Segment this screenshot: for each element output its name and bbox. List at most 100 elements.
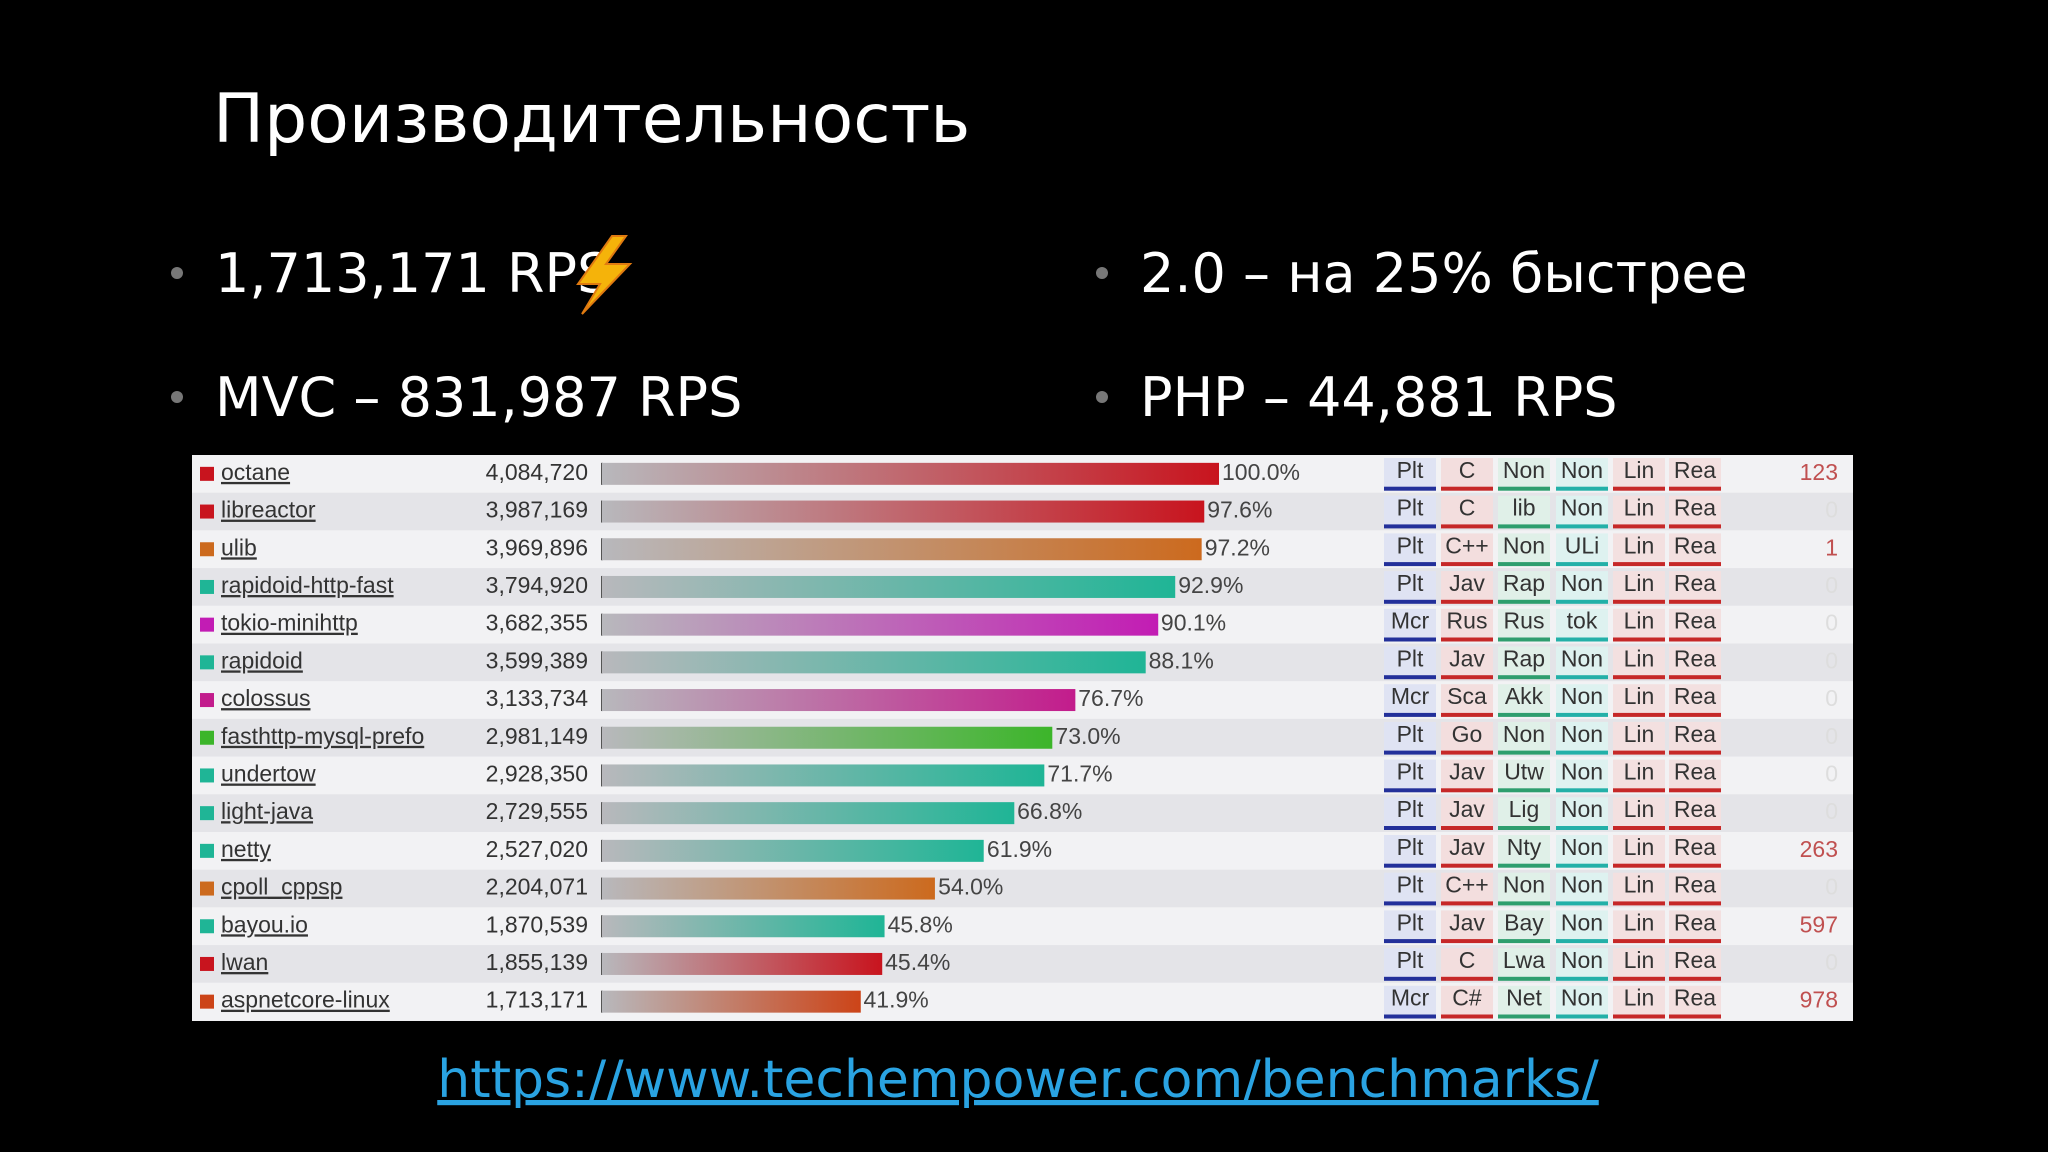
tag-cell <box>1384 458 1436 490</box>
tag-cell <box>1498 759 1550 792</box>
tag-cell <box>1441 721 1493 754</box>
error-count: 0 <box>1825 949 1838 975</box>
tag-label: Lin <box>1624 645 1655 671</box>
tag-label: Lin <box>1624 457 1655 483</box>
tag-cell <box>1613 910 1665 943</box>
tag-label: Plt <box>1397 645 1424 671</box>
tag-label: C <box>1459 947 1476 973</box>
rps-label: 1,713,171 <box>486 987 588 1013</box>
tag-underline <box>1441 863 1493 868</box>
tag-underline <box>1441 788 1493 793</box>
tag-underline <box>1613 524 1665 529</box>
bullet-dot <box>171 391 183 403</box>
bar <box>602 575 1176 598</box>
tag-cell <box>1441 872 1493 905</box>
tag-underline <box>1441 599 1493 604</box>
tag-underline <box>1669 863 1721 868</box>
tag-cell <box>1384 948 1436 980</box>
source-link[interactable]: https://www.techempower.com/benchmarks/ <box>437 1050 1599 1110</box>
rps-label: 1,870,539 <box>486 911 588 937</box>
tag-cell <box>1498 835 1550 867</box>
rps-label: 2,527,020 <box>486 836 588 862</box>
tag-underline <box>1441 1014 1493 1019</box>
color-swatch <box>200 504 214 519</box>
tag-label: Nty <box>1507 834 1542 860</box>
bar <box>602 538 1202 561</box>
percent-label: 100.0% <box>1222 459 1300 485</box>
tag-cell <box>1669 458 1721 490</box>
tag-cell <box>1669 495 1721 528</box>
bar <box>602 764 1045 787</box>
tag-label: Rea <box>1674 834 1716 860</box>
rps-label: 3,969,896 <box>486 534 588 560</box>
tag-cell <box>1669 985 1721 1018</box>
percent-label: 88.1% <box>1149 647 1214 673</box>
tag-cell <box>1669 948 1721 980</box>
tag-underline <box>1556 976 1608 981</box>
tag-cell <box>1556 797 1608 829</box>
tag-label: Lin <box>1624 834 1655 860</box>
tag-cell <box>1669 872 1721 905</box>
tag-cell <box>1556 608 1608 641</box>
lightning-icon <box>576 235 633 315</box>
tag-label: Non <box>1561 759 1603 785</box>
tag-label: Plt <box>1397 834 1424 860</box>
tag-label: Mcr <box>1391 985 1430 1011</box>
tag-underline <box>1613 486 1665 491</box>
tag-label: Non <box>1561 570 1603 596</box>
tag-underline <box>1441 675 1493 680</box>
bullet: PHP – 44,881 RPS <box>1140 366 1618 429</box>
tag-cell <box>1613 684 1665 716</box>
tag-cell <box>1669 721 1721 754</box>
tag-cell <box>1498 571 1550 603</box>
tag-cell <box>1556 835 1608 867</box>
tag-label: Non <box>1503 532 1545 558</box>
percent-label: 73.0% <box>1055 723 1120 749</box>
tag-cell <box>1669 608 1721 641</box>
tag-label: Non <box>1561 645 1603 671</box>
tag-label: Lin <box>1624 532 1655 558</box>
tag-underline <box>1384 562 1436 567</box>
framework-name: aspnetcore-linux <box>221 987 390 1013</box>
error-count: 123 <box>1800 459 1838 485</box>
tag-underline <box>1613 599 1665 604</box>
tag-underline <box>1498 826 1550 830</box>
tag-cell <box>1556 458 1608 490</box>
tag-cell <box>1498 872 1550 905</box>
tag-label: Plt <box>1397 947 1424 973</box>
tag-underline <box>1669 524 1721 529</box>
tag-underline <box>1384 788 1436 793</box>
error-count: 0 <box>1825 798 1838 824</box>
tag-underline <box>1613 1014 1665 1019</box>
tag-cell <box>1613 646 1665 679</box>
tag-label: Non <box>1561 683 1603 709</box>
tag-underline <box>1669 939 1721 944</box>
error-count: 263 <box>1800 836 1838 862</box>
tag-label: Mcr <box>1391 683 1430 709</box>
bar <box>602 952 883 975</box>
tag-underline <box>1384 599 1436 604</box>
tag-underline <box>1384 637 1436 642</box>
tag-label: Plt <box>1397 532 1424 558</box>
tag-cell <box>1556 948 1608 980</box>
bullet: 1,713,171 RPS <box>215 242 611 305</box>
tag-label: C <box>1459 457 1476 483</box>
tag-cell <box>1384 721 1436 754</box>
tag-underline <box>1613 562 1665 567</box>
tag-label: Rus <box>1504 608 1545 634</box>
rps-label: 2,204,071 <box>486 874 588 900</box>
tag-label: Lwa <box>1503 947 1545 973</box>
framework-name: rapidoid-http-fast <box>221 572 394 598</box>
tag-cell <box>1669 533 1721 566</box>
tag-label: Plt <box>1397 721 1424 747</box>
tag-cell <box>1613 458 1665 490</box>
tag-underline <box>1556 712 1608 717</box>
tag-label: Rea <box>1674 909 1716 935</box>
tag-underline <box>1556 901 1608 906</box>
tag-underline <box>1669 562 1721 567</box>
tag-label: tok <box>1567 608 1598 634</box>
bullet: MVC – 831,987 RPS <box>215 366 742 429</box>
tag-underline <box>1384 524 1436 529</box>
tag-cell <box>1441 835 1493 867</box>
tag-label: Rea <box>1674 721 1716 747</box>
